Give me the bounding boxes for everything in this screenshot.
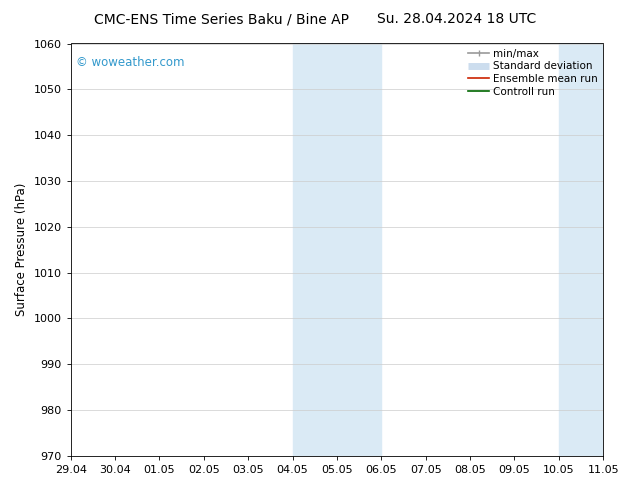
Bar: [292, 44, 381, 456]
Text: CMC-ENS Time Series Baku / Bine AP: CMC-ENS Time Series Baku / Bine AP: [94, 12, 349, 26]
Y-axis label: Surface Pressure (hPa): Surface Pressure (hPa): [15, 183, 28, 317]
Text: © woweather.com: © woweather.com: [76, 56, 184, 69]
Text: Su. 28.04.2024 18 UTC: Su. 28.04.2024 18 UTC: [377, 12, 536, 26]
Legend: min/max, Standard deviation, Ensemble mean run, Controll run: min/max, Standard deviation, Ensemble me…: [466, 47, 600, 98]
Bar: [559, 44, 634, 456]
